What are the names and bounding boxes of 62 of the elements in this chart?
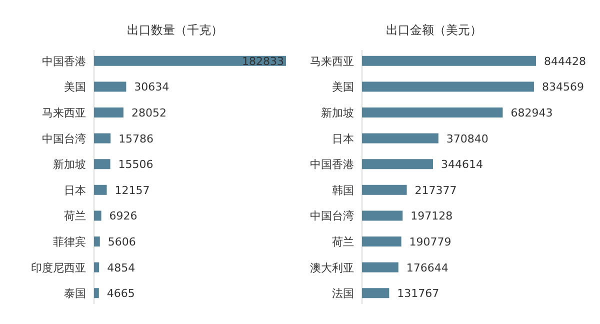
- y-tick-label: 荷兰: [64, 210, 86, 223]
- y-tick-label: 日本: [64, 184, 86, 197]
- data-label: 5606: [108, 236, 136, 248]
- y-tick-label: 中国台湾: [42, 132, 86, 146]
- y-tick-label: 印度尼西亚: [31, 261, 86, 274]
- bar: [94, 82, 126, 92]
- y-tick-label: 中国台湾: [310, 210, 354, 223]
- data-label: 182833: [242, 54, 284, 68]
- y-tick-label: 马来西亚: [310, 54, 354, 68]
- data-label: 344614: [441, 158, 484, 172]
- data-label: 844428: [544, 54, 586, 68]
- y-tick-label: 美国: [64, 80, 86, 94]
- bar: [94, 108, 124, 118]
- bar: [362, 184, 407, 195]
- data-label: 197128: [410, 210, 453, 223]
- y-tick-label: 韩国: [332, 184, 354, 197]
- bar: [362, 236, 402, 246]
- chart-title: 出口金额（美元）: [386, 23, 482, 37]
- bar: [94, 159, 110, 170]
- bar: [94, 262, 100, 272]
- chart-title: 出口数量（千克）: [127, 23, 223, 37]
- data-label: 4854: [107, 261, 136, 274]
- data-label: 370840: [446, 132, 488, 146]
- y-tick-label: 中国香港: [310, 158, 354, 172]
- bar: [94, 288, 99, 298]
- data-label: 15786: [118, 132, 154, 146]
- bar: [362, 288, 390, 298]
- data-label: 176644: [406, 261, 448, 274]
- bar: [94, 236, 100, 246]
- y-tick-label: 法国: [332, 287, 354, 300]
- bar: [94, 133, 111, 144]
- bar: [362, 262, 398, 272]
- y-tick-label: 澳大利亚: [310, 261, 354, 274]
- data-label: 15506: [118, 158, 154, 172]
- bar: [94, 56, 286, 66]
- y-tick-label: 泰国: [64, 287, 86, 300]
- bar: [362, 210, 403, 221]
- data-label: 28052: [131, 106, 166, 120]
- data-label: 6926: [109, 210, 138, 223]
- bar: [362, 82, 534, 92]
- data-label: 217377: [414, 184, 457, 197]
- data-label: 30634: [134, 80, 170, 94]
- bar: [362, 108, 503, 118]
- bar: [94, 184, 107, 195]
- bar: [362, 159, 434, 170]
- data-label: 682943: [510, 106, 553, 120]
- y-tick-label: 荷兰: [332, 236, 354, 248]
- y-tick-label: 马来西亚: [42, 106, 86, 120]
- y-tick-label: 新加坡: [53, 158, 86, 172]
- data-label: 131767: [397, 287, 440, 300]
- bar: [362, 56, 536, 66]
- y-tick-label: 新加坡: [321, 106, 354, 120]
- data-label: 12157: [114, 184, 150, 197]
- bar: [362, 133, 438, 144]
- y-tick-label: 日本: [332, 132, 354, 146]
- data-label: 190779: [409, 236, 452, 248]
- y-tick-label: 美国: [332, 80, 354, 94]
- data-label: 4665: [106, 287, 135, 300]
- bar: [94, 210, 102, 221]
- data-label: 834569: [542, 80, 584, 94]
- y-tick-label: 中国香港: [42, 54, 86, 68]
- y-tick-label: 菲律宾: [53, 236, 86, 248]
